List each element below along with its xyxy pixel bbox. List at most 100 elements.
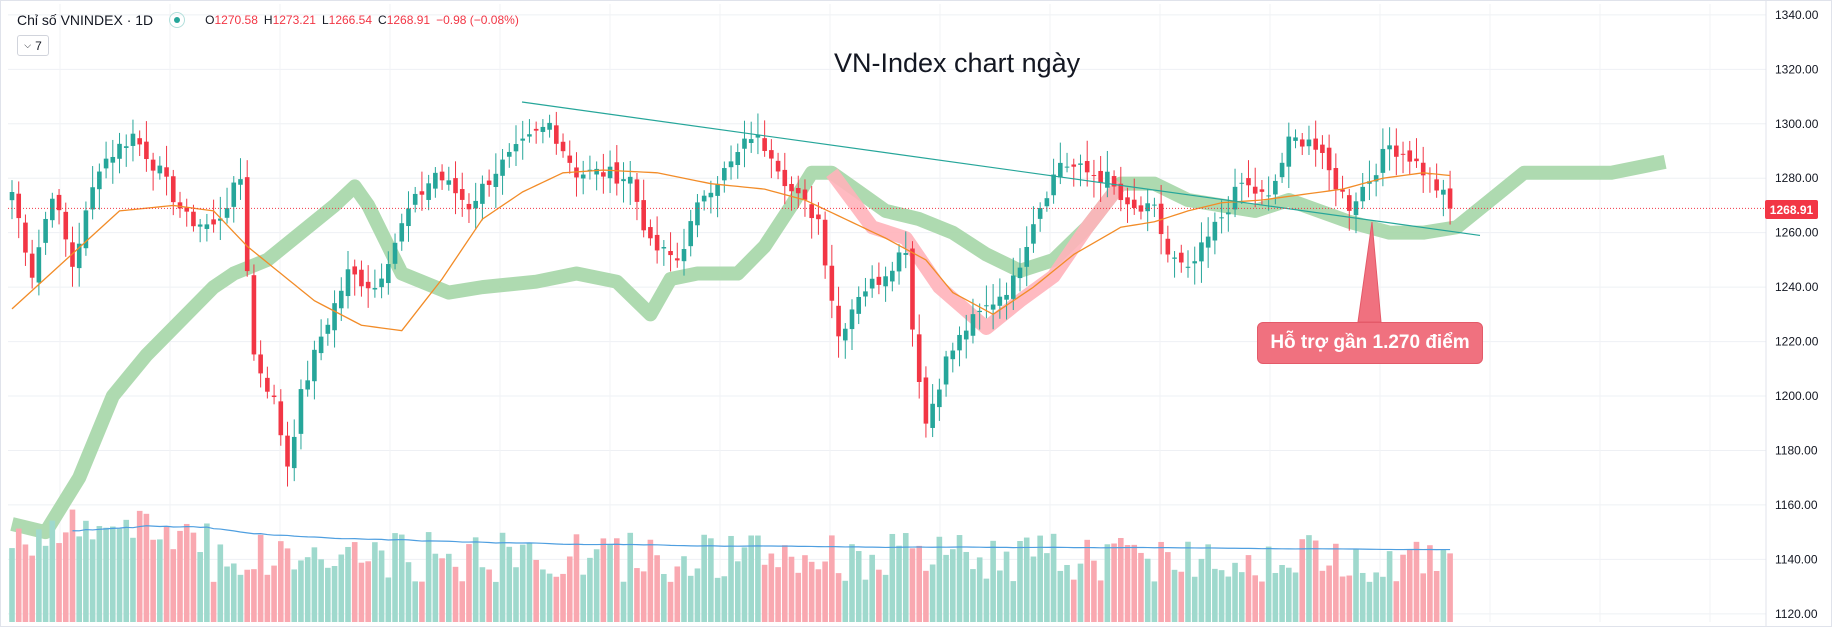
volume-bar (1050, 533, 1057, 622)
candle-body (466, 203, 472, 210)
volume-bar (775, 567, 781, 622)
symbol-label[interactable]: Chỉ số VNINDEX · 1D (17, 12, 154, 28)
candle-body (1226, 212, 1231, 215)
y-tick-label: 1280.00 (1775, 171, 1819, 185)
candle-body (513, 144, 519, 152)
y-tick-label: 1200.00 (1775, 389, 1819, 403)
candle-body (500, 159, 505, 176)
candle-body (1111, 176, 1117, 187)
volume-bar (244, 569, 250, 622)
candle-body (896, 252, 902, 272)
candle-body (318, 336, 324, 354)
candle-body (453, 178, 458, 194)
volume-bar (768, 553, 775, 622)
candle-body (1199, 242, 1204, 262)
volume-bar (278, 541, 284, 622)
candle-body (822, 219, 828, 266)
volume-bar (990, 540, 996, 622)
candle-body (1212, 221, 1218, 241)
candle-body (419, 191, 425, 195)
volume-bar (1144, 558, 1151, 622)
candle-body (997, 296, 1003, 306)
candle-body (97, 171, 102, 190)
volume-bar (351, 542, 358, 622)
volume-bar (849, 544, 855, 622)
candle-body (493, 173, 499, 187)
candle-body (473, 200, 478, 209)
candle-body (433, 172, 438, 189)
candle-body (614, 162, 620, 184)
candle-body (110, 156, 116, 163)
volume-bar (1158, 541, 1164, 622)
volume-bar (237, 574, 244, 622)
volume-bar (1118, 537, 1124, 622)
trendline[interactable] (8, 101, 1766, 237)
candle-body (399, 223, 405, 242)
volume-bar (687, 575, 694, 622)
volume-bar (1386, 551, 1393, 622)
candle-body (816, 214, 821, 220)
candle-body (1158, 203, 1164, 235)
volume-bar (1393, 581, 1400, 622)
candle-body (90, 187, 95, 210)
volume-bar (587, 557, 593, 622)
volume-bar (560, 573, 566, 622)
volume-bar (1097, 580, 1104, 622)
volume-bar (412, 581, 418, 622)
candle-body (1387, 145, 1392, 150)
candle-body (506, 151, 512, 157)
candle-body (923, 377, 929, 424)
y-tick-label: 1260.00 (1775, 226, 1819, 240)
candle-body (735, 152, 741, 166)
candle-body (218, 218, 223, 221)
volume-bar (600, 538, 607, 622)
volume-bar (734, 561, 741, 622)
volume-bar (1037, 535, 1043, 622)
candle-body (9, 192, 15, 201)
volume-bar (1017, 541, 1023, 622)
volume-bar (862, 579, 869, 622)
volume-bar (1205, 544, 1211, 622)
candle-body (1185, 266, 1191, 268)
volume-bar (446, 553, 452, 622)
candle-body (157, 165, 163, 174)
candle-body (533, 128, 539, 131)
candle-body (1239, 182, 1245, 184)
candle-body (231, 182, 237, 207)
volume-bar (177, 530, 183, 622)
cloud-bull (10, 155, 1667, 540)
candle-body (123, 146, 129, 148)
candle-body (990, 304, 996, 310)
candle-body (869, 278, 875, 289)
indicators-toggle-button[interactable]: ⌵ 7 (17, 35, 49, 56)
volume-bar (506, 546, 513, 622)
candle-body (379, 278, 384, 288)
volume-bar (1232, 562, 1238, 622)
volume-bar (1413, 541, 1420, 622)
candle-body (50, 198, 55, 221)
volume-bar (1406, 550, 1413, 622)
volume-bar (929, 564, 936, 622)
volume-bar (62, 532, 69, 622)
support-annotation[interactable]: Hỗ trợ gần 1.270 điểm (1257, 322, 1483, 364)
volume-bar (1279, 565, 1285, 622)
volume-bar (1084, 539, 1090, 622)
volume-bar (103, 527, 109, 622)
candle-body (386, 264, 391, 284)
volume-bar (1400, 554, 1406, 622)
candle-body (594, 168, 599, 175)
price-axis[interactable]: 1340.00 1320.00 1300.00 1280.00 1260.00 1240.… (1765, 0, 1819, 627)
candle-body (365, 281, 371, 289)
open-value: 1270.58 (214, 13, 258, 27)
candle-body (426, 183, 431, 200)
volume-bar (1010, 581, 1017, 622)
cloud-bear (826, 168, 1127, 335)
candle-body (937, 389, 942, 408)
candle-body (1447, 188, 1453, 209)
candle-body (708, 192, 714, 198)
candle-body (1333, 168, 1339, 190)
candle-body (1051, 174, 1056, 196)
candle-body (728, 161, 734, 168)
candle-body (446, 180, 452, 185)
